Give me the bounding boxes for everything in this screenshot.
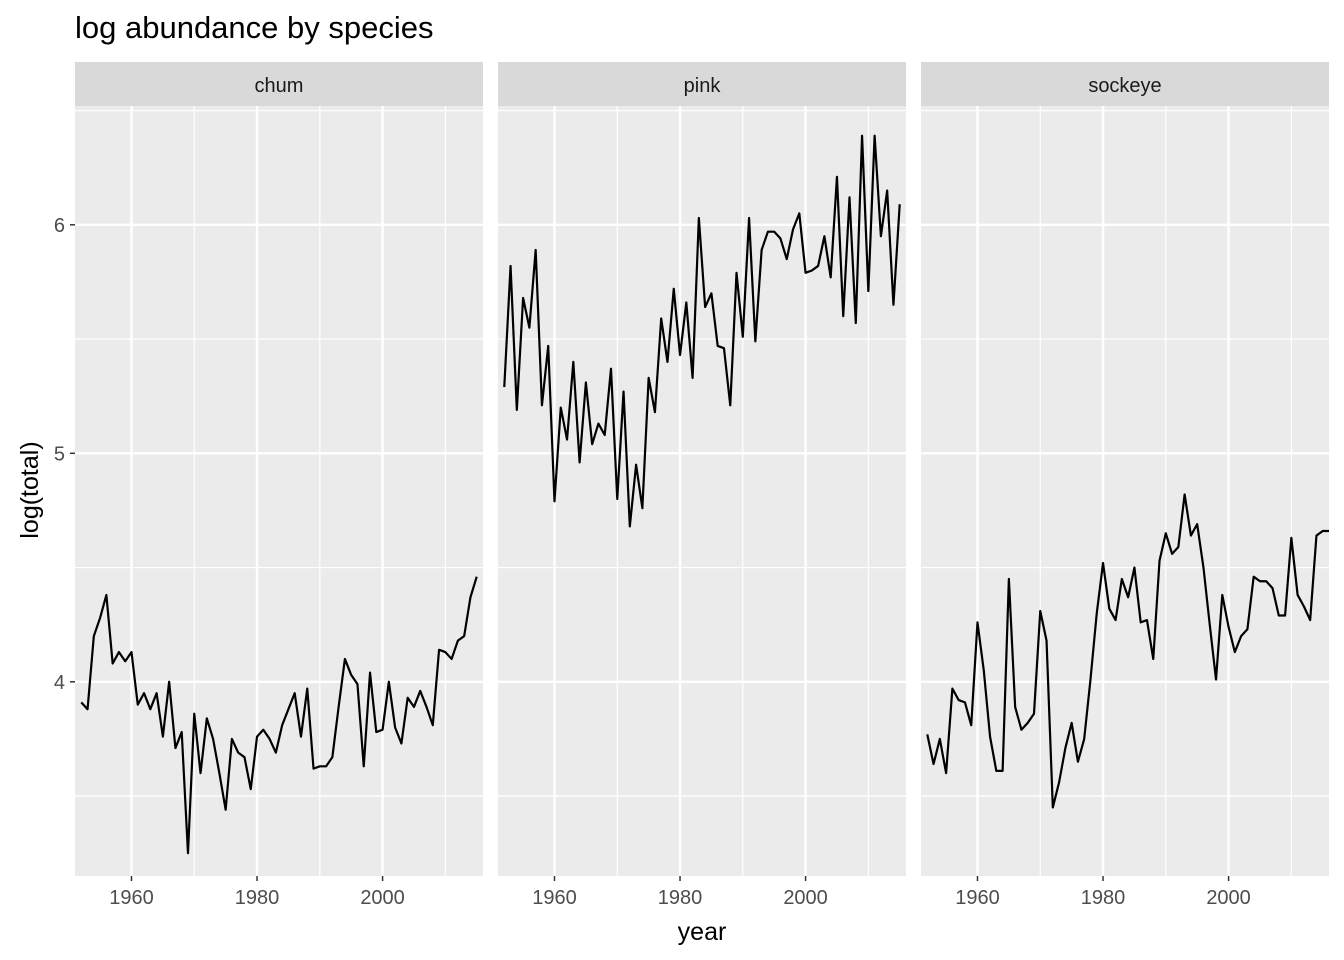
y-tick-label: 4: [54, 672, 65, 694]
facet-strip: [498, 62, 906, 106]
facet-strip: [921, 62, 1329, 106]
facet-strip-label: sockeye: [1088, 75, 1161, 97]
panel-background: [921, 106, 1329, 876]
facet-panel-pink: pink 1960 1980 2000: [498, 62, 906, 909]
series-line-chum: [80, 576, 478, 855]
panel-background: [498, 106, 906, 876]
y-tick-label: 5: [54, 443, 65, 465]
y-axis-title: log(total): [16, 441, 44, 538]
y-axis: 4 5 6: [54, 215, 75, 694]
facet-panels: chum 1960 1980 2000 pink 1960 1980 2000 sockeye 1…: [75, 62, 1329, 909]
x-axis-title: year: [678, 918, 727, 946]
facet-strip-label: pink: [684, 75, 722, 97]
facet-strip-label: chum: [255, 75, 304, 97]
series-line-sockeye: [926, 493, 1329, 809]
facet-panel-sockeye: sockeye 1960 1980 2000: [921, 62, 1329, 909]
series-line-pink: [503, 134, 901, 528]
x-tick-label: 1960: [109, 887, 154, 909]
x-tick-label: 2000: [783, 887, 828, 909]
x-tick-label: 1980: [658, 887, 703, 909]
panel-background: [75, 106, 483, 876]
x-tick-label: 1960: [532, 887, 577, 909]
x-tick-label: 2000: [1206, 887, 1251, 909]
x-tick-label: 1980: [235, 887, 280, 909]
facet-panel-chum: chum 1960 1980 2000: [75, 62, 483, 909]
chart-title: log abundance by species: [75, 10, 433, 45]
x-tick-label: 2000: [360, 887, 405, 909]
y-tick-label: 6: [54, 215, 65, 237]
x-tick-label: 1960: [955, 887, 1000, 909]
facet-strip: [75, 62, 483, 106]
x-tick-label: 1980: [1081, 887, 1126, 909]
